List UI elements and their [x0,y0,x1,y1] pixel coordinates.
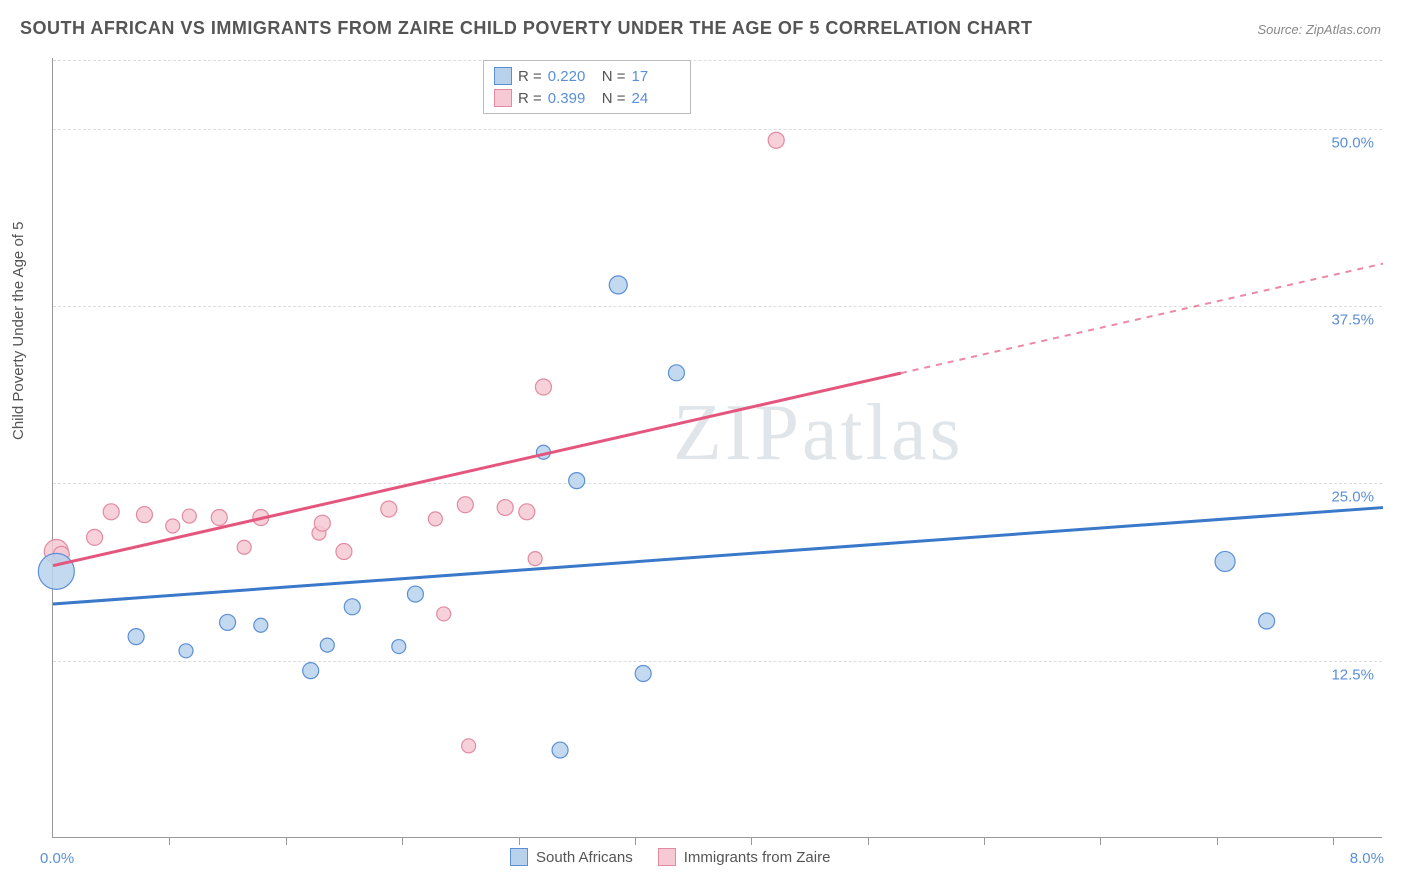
r-value-pink: 0.399 [548,90,596,107]
legend-item-pink: Immigrants from Zaire [658,848,831,866]
r-value-blue: 0.220 [548,68,596,85]
trend-lines [53,264,1383,604]
swatch-pink [494,89,512,107]
swatch-blue [510,848,528,866]
chart-title: SOUTH AFRICAN VS IMMIGRANTS FROM ZAIRE C… [20,18,1033,39]
data-point [457,497,473,513]
data-point [136,507,152,523]
x-tick [286,837,287,845]
legend-correlation: R = 0.220 N = 17 R = 0.399 N = 24 [483,60,691,114]
data-point [392,640,406,654]
data-point [336,544,352,560]
x-tick [1333,837,1334,845]
x-tick [169,837,170,845]
y-axis-label: Child Poverty Under the Age of 5 [10,222,27,440]
data-point [182,509,196,523]
x-axis-max-label: 8.0% [1350,850,1384,867]
legend-series: South Africans Immigrants from Zaire [510,848,830,866]
data-point [569,473,585,489]
data-point [166,519,180,533]
data-point [220,614,236,630]
data-point [635,665,651,681]
data-point [535,379,551,395]
chart-svg [53,58,1382,837]
data-point [552,742,568,758]
trendline-solid [53,373,901,566]
x-tick [635,837,636,845]
data-point [303,663,319,679]
legend-row-blue: R = 0.220 N = 17 [494,65,680,87]
x-tick [868,837,869,845]
data-point [519,504,535,520]
legend-row-pink: R = 0.399 N = 24 [494,87,680,109]
data-point [87,529,103,545]
legend-label-pink: Immigrants from Zaire [684,849,831,866]
y-tick-label: 37.5% [1331,312,1374,329]
data-point [668,365,684,381]
trendline-solid [53,508,1383,604]
data-point [344,599,360,615]
data-point [437,607,451,621]
x-tick [1217,837,1218,845]
data-point [128,629,144,645]
data-point [179,644,193,658]
data-point [381,501,397,517]
r-label: R = [518,68,542,85]
x-tick [984,837,985,845]
swatch-pink [658,848,676,866]
data-point [428,512,442,526]
data-point [320,638,334,652]
trendline-dashed [901,264,1383,374]
n-value-pink: 24 [632,90,680,107]
x-tick [519,837,520,845]
data-point [38,553,74,589]
data-point [237,540,251,554]
y-tick-label: 25.0% [1331,489,1374,506]
data-point [1259,613,1275,629]
r-label: R = [518,90,542,107]
data-point [1215,551,1235,571]
data-point [254,618,268,632]
data-point [211,509,227,525]
source-credit: Source: ZipAtlas.com [1257,22,1381,37]
legend-item-blue: South Africans [510,848,633,866]
y-tick-label: 12.5% [1331,666,1374,683]
y-tick-label: 50.0% [1331,134,1374,151]
data-point [528,552,542,566]
data-point [768,132,784,148]
scatter-pink [44,132,784,753]
x-axis-min-label: 0.0% [40,850,74,867]
plot-area: ZIPatlas 12.5%25.0%37.5%50.0% R = 0.220 … [52,58,1382,838]
n-label: N = [602,68,626,85]
legend-label-blue: South Africans [536,849,633,866]
swatch-blue [494,67,512,85]
data-point [314,515,330,531]
data-point [103,504,119,520]
x-tick [751,837,752,845]
x-tick [402,837,403,845]
data-point [407,586,423,602]
n-label: N = [602,90,626,107]
data-point [497,500,513,516]
n-value-blue: 17 [632,68,680,85]
data-point [609,276,627,294]
data-point [462,739,476,753]
x-tick [1100,837,1101,845]
